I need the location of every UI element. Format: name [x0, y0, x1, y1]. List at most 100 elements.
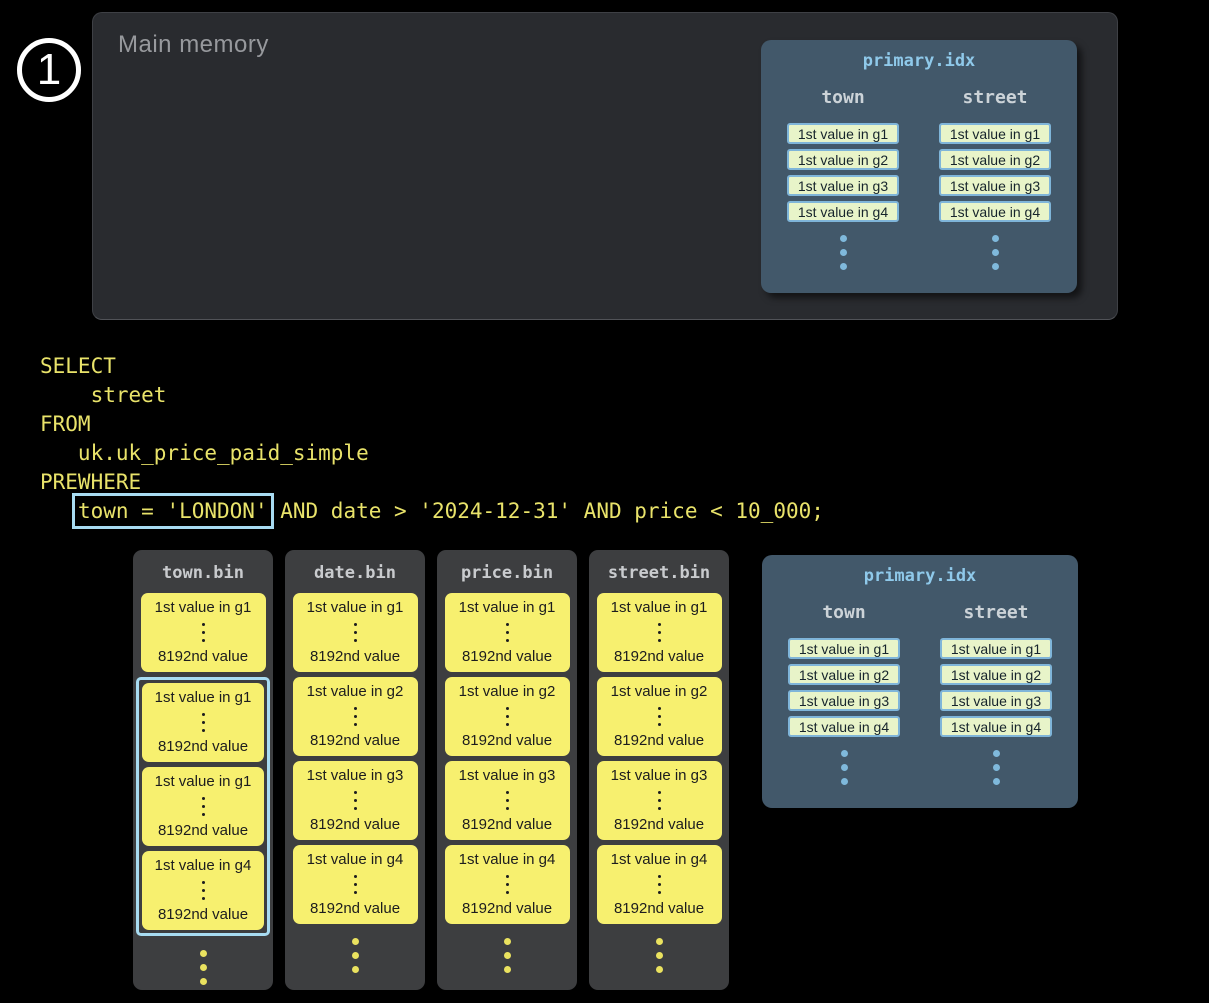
vertical-ellipsis: [201, 710, 205, 734]
granule-last-value: 8192nd value: [309, 816, 401, 833]
bin-file-title: date.bin: [314, 563, 396, 583]
step-number-badge: 1: [17, 38, 81, 102]
bin-file-town: town.bin 1st value in g1 8192nd value 1s…: [133, 550, 273, 990]
ellipsis-dots: [926, 746, 1066, 788]
granule: 1st value in g3 8192nd value: [444, 761, 570, 840]
vertical-ellipsis: [201, 620, 205, 644]
idx-column-street: street 1st value in g1 1st value in g2 1…: [925, 87, 1065, 273]
granule: 1st value in g4 8192nd value: [142, 851, 264, 930]
vertical-ellipsis: [353, 788, 357, 812]
idx-entry: 1st value in g3: [940, 690, 1052, 711]
granule-last-value: 8192nd value: [613, 732, 705, 749]
granule-first-value: 1st value in g3: [306, 767, 404, 784]
bin-file-title: price.bin: [460, 563, 554, 583]
granule: 1st value in g4 8192nd value: [292, 845, 418, 924]
idx-entry: 1st value in g1: [939, 123, 1051, 144]
idx-column-header: town: [822, 602, 866, 623]
idx-entry: 1st value in g2: [787, 149, 899, 170]
primary-idx-panel-disk: primary.idx town 1st value in g1 1st val…: [762, 555, 1078, 808]
idx-entry: 1st value in g4: [788, 716, 900, 737]
bin-file-title: street.bin: [607, 563, 711, 583]
granule-last-value: 8192nd value: [461, 648, 553, 665]
step-number: 1: [36, 45, 62, 94]
ellipsis-dots: [773, 231, 913, 273]
primary-idx-columns: town 1st value in g1 1st value in g2 1st…: [761, 87, 1077, 273]
bin-file-price: price.bin 1st value in g1 8192nd value 1…: [437, 550, 577, 990]
idx-column-header: street: [963, 602, 1029, 623]
granule: 1st value in g2 8192nd value: [444, 677, 570, 756]
sql-text-before: SELECT street FROM uk.uk_price_paid_simp…: [40, 354, 369, 494]
granule: 1st value in g1 8192nd value: [142, 683, 264, 762]
sql-highlighted-predicate: town = 'LONDON': [71, 493, 274, 529]
idx-entry: 1st value in g1: [940, 638, 1052, 659]
idx-entry: 1st value in g4: [940, 716, 1052, 737]
granule-first-value: 1st value in g1: [154, 689, 252, 706]
sql-query: SELECT street FROM uk.uk_price_paid_simp…: [40, 352, 824, 529]
granule-first-value: 1st value in g1: [610, 599, 708, 616]
idx-entry: 1st value in g1: [788, 638, 900, 659]
granule-last-value: 8192nd value: [461, 816, 553, 833]
idx-entry: 1st value in g4: [787, 201, 899, 222]
idx-entry: 1st value in g3: [939, 175, 1051, 196]
idx-entry: 1st value in g2: [788, 664, 900, 685]
granule: 1st value in g1 8192nd value: [596, 593, 722, 672]
ellipsis-dots: [133, 946, 273, 988]
granule-last-value: 8192nd value: [613, 816, 705, 833]
granule-last-value: 8192nd value: [309, 732, 401, 749]
granule-first-value: 1st value in g1: [154, 773, 252, 790]
granule: 1st value in g1 8192nd value: [292, 593, 418, 672]
idx-column-street: street 1st value in g1 1st value in g2 1…: [926, 602, 1066, 788]
primary-idx-title: primary.idx: [862, 51, 976, 71]
granule-first-value: 1st value in g1: [306, 599, 404, 616]
granule: 1st value in g1 8192nd value: [142, 767, 264, 846]
vertical-ellipsis: [353, 620, 357, 644]
granule-last-value: 8192nd value: [613, 900, 705, 917]
vertical-ellipsis: [657, 872, 661, 896]
idx-column-town: town 1st value in g1 1st value in g2 1st…: [774, 602, 914, 788]
granule: 1st value in g2 8192nd value: [292, 677, 418, 756]
granule-first-value: 1st value in g4: [154, 857, 252, 874]
ellipsis-dots: [925, 231, 1065, 273]
vertical-ellipsis: [353, 872, 357, 896]
granule-first-value: 1st value in g1: [154, 599, 252, 616]
granule-last-value: 8192nd value: [461, 732, 553, 749]
ellipsis-dots: [774, 746, 914, 788]
granule: 1st value in g3 8192nd value: [292, 761, 418, 840]
granule-last-value: 8192nd value: [309, 648, 401, 665]
vertical-ellipsis: [657, 620, 661, 644]
granule-last-value: 8192nd value: [613, 648, 705, 665]
granule-first-value: 1st value in g3: [610, 767, 708, 784]
granule-first-value: 1st value in g4: [458, 851, 556, 868]
ellipsis-dots: [589, 934, 729, 976]
ellipsis-dots: [285, 934, 425, 976]
vertical-ellipsis: [505, 620, 509, 644]
idx-entry: 1st value in g3: [787, 175, 899, 196]
vertical-ellipsis: [657, 788, 661, 812]
idx-entry: 1st value in g3: [788, 690, 900, 711]
bin-file-date: date.bin 1st value in g1 8192nd value 1s…: [285, 550, 425, 990]
vertical-ellipsis: [505, 788, 509, 812]
vertical-ellipsis: [657, 704, 661, 728]
vertical-ellipsis: [353, 704, 357, 728]
granule: 1st value in g2 8192nd value: [596, 677, 722, 756]
idx-column-header: street: [962, 87, 1028, 108]
granule-last-value: 8192nd value: [309, 900, 401, 917]
granule-last-value: 8192nd value: [157, 648, 249, 665]
bin-file-title: town.bin: [162, 563, 244, 583]
vertical-ellipsis: [505, 872, 509, 896]
idx-column-header: town: [821, 87, 865, 108]
granule-last-value: 8192nd value: [157, 822, 249, 839]
granule: 1st value in g4 8192nd value: [596, 845, 722, 924]
idx-entry: 1st value in g2: [940, 664, 1052, 685]
sql-text-after: AND date > '2024-12-31' AND price < 10_0…: [267, 499, 824, 523]
granule-first-value: 1st value in g2: [306, 683, 404, 700]
idx-column-town: town 1st value in g1 1st value in g2 1st…: [773, 87, 913, 273]
granule-first-value: 1st value in g4: [610, 851, 708, 868]
selected-granules-outline: 1st value in g1 8192nd value 1st value i…: [136, 677, 270, 936]
granule-first-value: 1st value in g3: [458, 767, 556, 784]
vertical-ellipsis: [505, 704, 509, 728]
vertical-ellipsis: [201, 878, 205, 902]
granule-first-value: 1st value in g4: [306, 851, 404, 868]
primary-idx-title: primary.idx: [863, 566, 977, 586]
